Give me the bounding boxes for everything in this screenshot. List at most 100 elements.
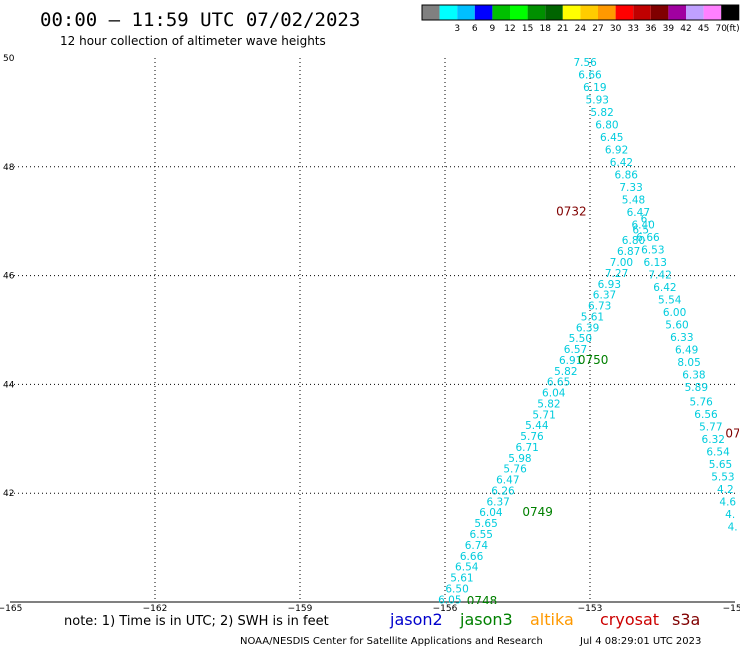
colorbar-swatch: [668, 5, 686, 20]
swh-point-label: 6.: [641, 213, 651, 225]
swh-point-label: 5.61: [450, 573, 473, 585]
swh-point-label: 5.50: [569, 333, 592, 345]
x-tick-label: −159: [288, 604, 313, 614]
colorbar-label: 21: [557, 24, 568, 34]
colorbar-label: 30: [610, 24, 622, 34]
swh-point-label: 5.71: [532, 409, 555, 421]
pass-time-label: 07: [725, 426, 740, 440]
swh-point-label: 5.82: [537, 398, 560, 410]
swh-point-label: 5.98: [508, 453, 531, 465]
satellite-legend-jason3: jason3: [459, 610, 513, 629]
swh-point-label: 5.60: [665, 320, 688, 332]
swh-point-label: 6.55: [470, 529, 493, 541]
satellite-legend-cryosat: cryosat: [600, 610, 659, 629]
swh-point-label: 6.05: [438, 594, 461, 606]
swh-point-label: 6.13: [644, 257, 667, 269]
swh-point-label: 6.65: [547, 377, 570, 389]
colorbar-label: 42: [680, 24, 691, 34]
y-tick-label: 50: [3, 54, 15, 64]
x-tick-label: −150: [723, 604, 740, 614]
colorbar-swatch: [510, 5, 528, 20]
swh-point-label: 6.47: [627, 207, 650, 219]
pass-time-label: 0732: [556, 204, 587, 218]
swh-point-label: 6.50: [445, 583, 468, 595]
swh-point-label: 6.04: [479, 507, 503, 519]
colorbar-unit: (ft): [726, 24, 740, 34]
swh-point-label: 6.56: [694, 409, 718, 421]
colorbar-swatch: [686, 5, 704, 20]
swh-point-label: 7.27: [605, 268, 628, 280]
swh-point-label: 4.6: [719, 496, 736, 508]
colorbar-label: 12: [504, 24, 515, 34]
swh-point-label: 6.42: [610, 157, 633, 169]
swh-point-label: 5.76: [520, 431, 544, 443]
satellite-legend-jason2: jason2: [389, 610, 443, 629]
swh-point-label: 4.2: [717, 484, 734, 496]
swh-point-label: 6.66: [578, 69, 602, 81]
swh-point-label: 6.80: [595, 119, 618, 131]
colorbar-swatch: [580, 5, 598, 20]
swh-point-label: 6.91: [559, 355, 582, 367]
pass-time-label: 0750: [578, 353, 609, 367]
colorbar-swatch: [474, 5, 493, 20]
colorbar-swatch: [422, 5, 440, 20]
swh-point-label: 6.26: [491, 485, 515, 497]
x-tick-label: −165: [0, 604, 22, 614]
swh-point-label: 6.37: [593, 290, 616, 302]
chart-subtitle: 12 hour collection of altimeter wave hei…: [60, 34, 326, 48]
colorbar-swatch: [457, 5, 475, 20]
swh-point-label: 7.00: [610, 257, 633, 269]
swh-point-label: 6.32: [702, 434, 725, 446]
swh-point-label: 6.57: [564, 344, 587, 356]
colorbar-label: 9: [490, 24, 496, 34]
colorbar-swatch: [527, 5, 546, 20]
colorbar-label: 36: [645, 24, 657, 34]
swh-point-label: 5.48: [622, 194, 645, 206]
colorbar-swatch: [439, 5, 458, 20]
colorbar-swatch: [703, 5, 722, 20]
swh-point-label: 5.76: [503, 464, 527, 476]
swh-point-label: 6.00: [663, 307, 686, 319]
swh-point-label: 5.65: [474, 518, 497, 530]
swh-point-label: 7.56: [573, 57, 597, 69]
swh-point-label: 6.92: [605, 144, 628, 156]
timestamp: Jul 4 08:29:01 UTC 2023: [579, 636, 701, 647]
colorbar-swatch: [721, 5, 739, 20]
swh-point-label: 6.80: [622, 235, 645, 247]
x-tick-label: −162: [143, 604, 168, 614]
colorbar-swatch: [492, 5, 510, 20]
colorbar-swatch: [598, 5, 616, 20]
swh-point-label: 6.19: [583, 82, 606, 94]
y-tick-label: 46: [3, 272, 15, 282]
pass-time-labels: 0732 0750 07 0749 0748: [467, 204, 740, 604]
swh-point-label: 6.54: [706, 446, 730, 458]
swh-point-label: 5.89: [685, 382, 708, 394]
swh-point-label: 6.45: [600, 132, 623, 144]
swh-point-label: 6.42: [653, 282, 676, 294]
swh-point-label: 6.04: [542, 388, 566, 400]
swh-point-label: 5.65: [709, 459, 732, 471]
swh-point-label: 6.54: [455, 562, 479, 574]
axes: −165 −162 −159 −156 −153 −150 42 44 46 48 50: [0, 54, 740, 614]
colorbar-swatch: [650, 5, 669, 20]
colorbar-swatch: [562, 5, 581, 20]
swh-point-label: 6.66: [460, 551, 484, 563]
swh-point-label: 5.93: [586, 94, 609, 106]
swh-point-label: 5.61: [581, 311, 604, 323]
satellite-legend: jason2 jason3 altika cryosat s3a: [389, 610, 700, 629]
colorbar-label: 39: [663, 24, 675, 34]
swh-point-label: 6.87: [617, 246, 640, 258]
swh-point-label: 6.37: [486, 496, 509, 508]
chart-title: 00:00 – 11:59 UTC 07/02/2023: [40, 9, 360, 31]
swh-point-label: 6.33: [670, 332, 693, 344]
colorbar-label: 15: [522, 24, 533, 34]
swh-point-label: 5.76: [689, 396, 713, 408]
y-tick-label: 42: [3, 489, 14, 499]
plot-area: −165−162−159−156−153−1504244464850 7.566…: [0, 54, 740, 614]
swh-point-label: 5.82: [590, 107, 613, 119]
swh-point-label: 6.74: [465, 540, 489, 552]
y-tick-label: 48: [3, 163, 15, 173]
colorbar-label: 6: [472, 24, 478, 34]
footnote: note: 1) Time is in UTC; 2) SWH is in fe…: [64, 614, 329, 629]
